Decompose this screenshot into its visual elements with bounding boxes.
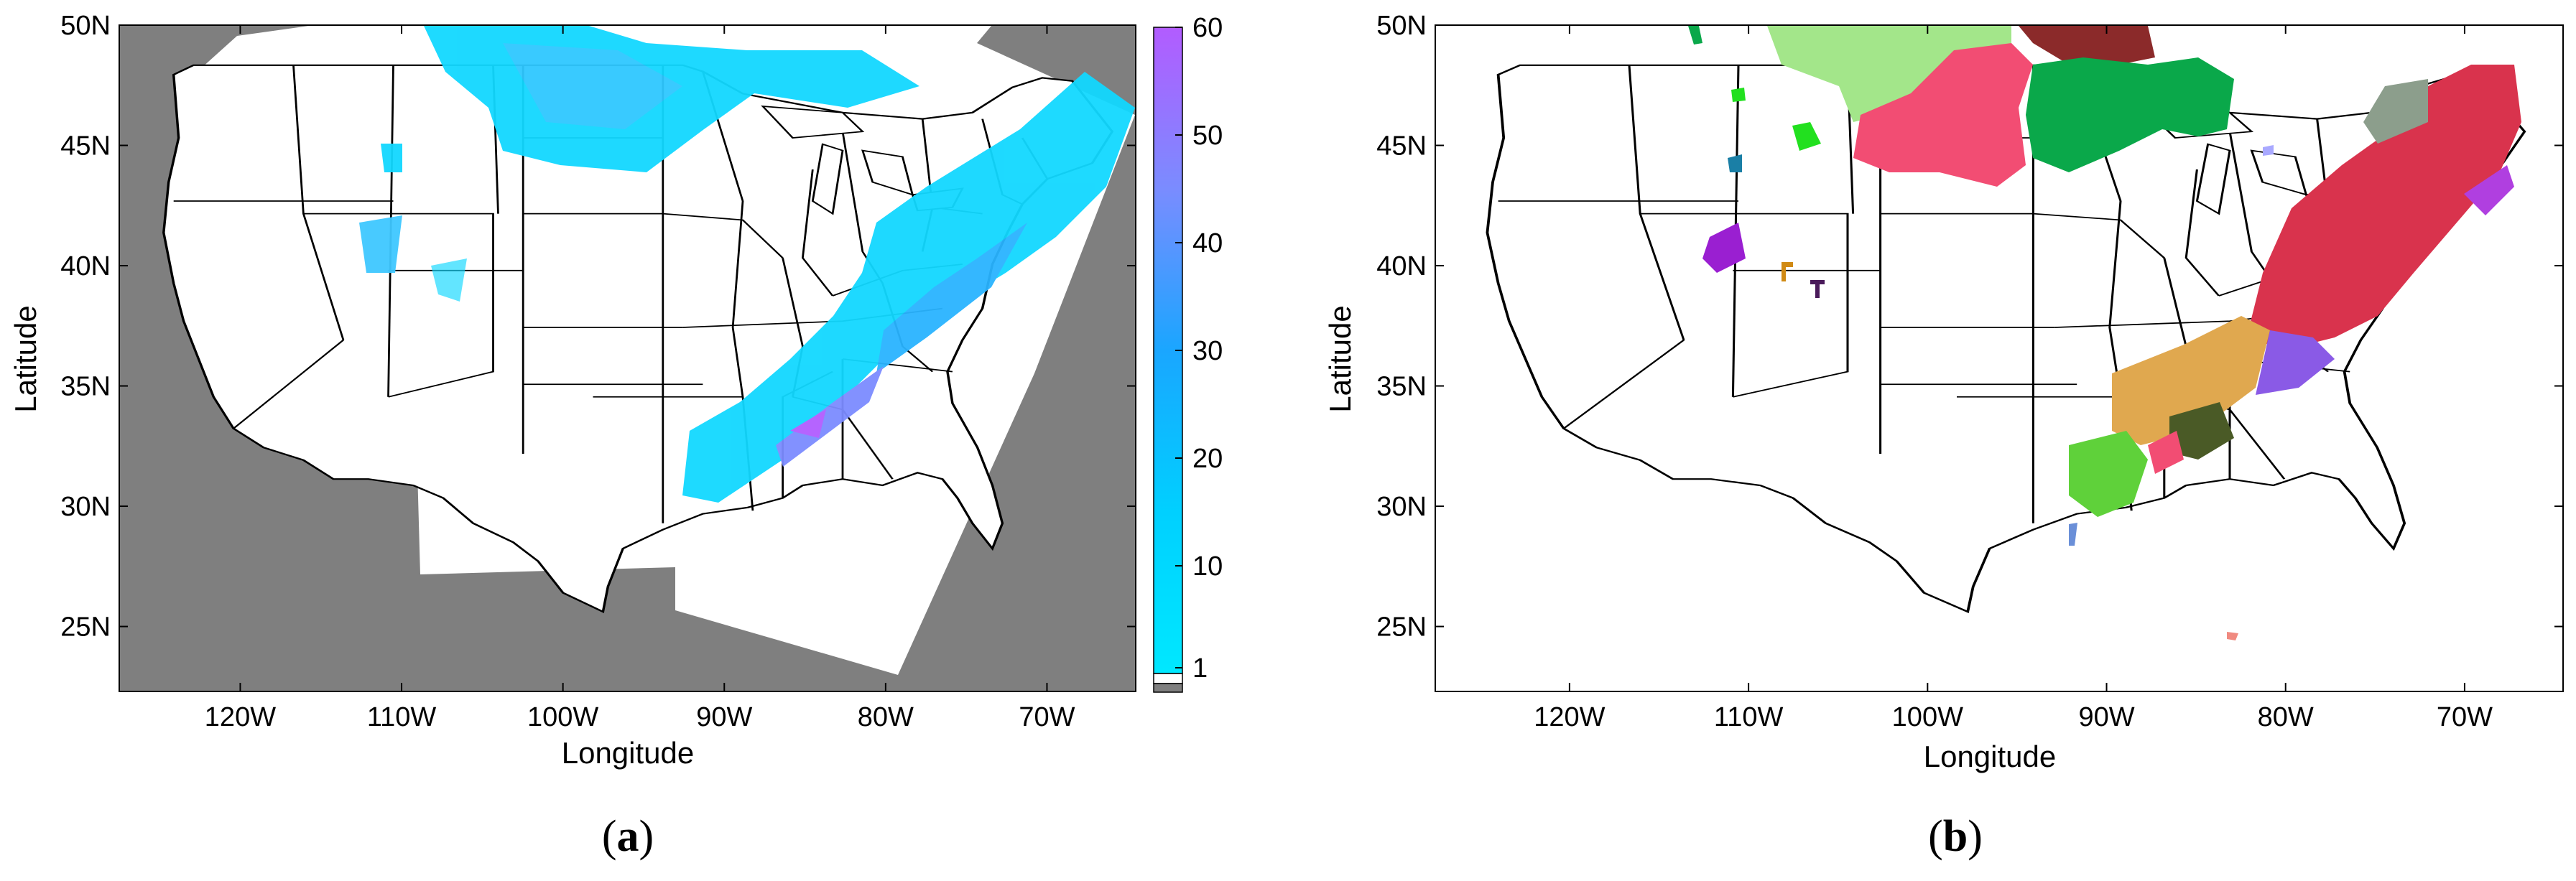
colorbar-tick-label: 20 bbox=[1192, 444, 1223, 474]
dark-red-cluster bbox=[2019, 26, 2155, 65]
violet-cluster-ne bbox=[2464, 165, 2514, 215]
y-tick-label-a: 30N bbox=[60, 492, 111, 522]
teal-cluster bbox=[1728, 154, 1742, 172]
x-tick-label-a: 120W bbox=[205, 702, 276, 732]
orange-small bbox=[1782, 262, 1793, 281]
y-tick-label-b: 30N bbox=[1376, 492, 1427, 522]
x-ticks-a: 120W 110W 100W 90W 80W 70W bbox=[205, 25, 1075, 732]
x-tick-label-a: 90W bbox=[696, 702, 752, 732]
blue-small bbox=[2069, 523, 2077, 546]
green-small-nw bbox=[1688, 26, 1702, 45]
caption-a: (a) bbox=[602, 812, 654, 861]
y-ticks-b: 50N 45N 40N 35N 30N 25N bbox=[1376, 11, 2563, 643]
light-green-cluster bbox=[1767, 26, 2011, 122]
x-tick-label-a: 100W bbox=[527, 702, 598, 732]
y-tick-label-a: 25N bbox=[60, 612, 111, 643]
olive-cluster bbox=[2169, 402, 2234, 460]
y-ticks-a: 50N 45N 40N 35N 30N 25N bbox=[60, 11, 1136, 643]
purple-cluster bbox=[1702, 223, 1746, 273]
x-tick-label-b: 100W bbox=[1892, 702, 1963, 732]
x-ticks-b: 120W 110W 100W 90W 80W 70W bbox=[1534, 25, 2493, 732]
panel-b: 120W 110W 100W 90W 80W 70W 50N 45N 40N 35N 30N 25N… bbox=[1323, 11, 2564, 861]
colorbar-white-band bbox=[1153, 673, 1183, 684]
colorbar-tick-label: 40 bbox=[1192, 228, 1223, 258]
y-tick-label-b: 45N bbox=[1376, 131, 1427, 162]
purple-small bbox=[1810, 280, 1825, 298]
x-tick-label-b: 90W bbox=[2078, 702, 2134, 732]
pink-cluster-se bbox=[2148, 431, 2184, 474]
y-axis-label-a: Latitude bbox=[9, 305, 42, 412]
plot-frame-b bbox=[1435, 24, 2564, 692]
green-cluster bbox=[2026, 57, 2234, 172]
x-tick-label-a: 80W bbox=[858, 702, 914, 732]
pink-cluster bbox=[1853, 43, 2033, 187]
y-tick-label-a: 45N bbox=[60, 131, 111, 162]
panel-a: 120W 110W 100W 90W 80W 70W 50N 45N 40N 35N 30N 25N… bbox=[9, 11, 1223, 861]
y-tick-label-a: 50N bbox=[60, 11, 111, 41]
crimson-cluster bbox=[2248, 65, 2521, 352]
x-tick-label-b: 80W bbox=[2258, 702, 2314, 732]
lavender-small bbox=[2263, 145, 2274, 156]
bright-green-cluster-2 bbox=[1731, 88, 1746, 102]
colorbar-tick-label: 60 bbox=[1192, 13, 1223, 43]
caption-b: (b) bbox=[1928, 812, 1983, 861]
y-tick-label-b: 35N bbox=[1376, 372, 1427, 402]
x-tick-label-b: 120W bbox=[1534, 702, 1605, 732]
colorbar-tick-label: 30 bbox=[1192, 336, 1223, 366]
x-tick-label-b: 110W bbox=[1714, 702, 1784, 732]
y-axis-label-b: Latitude bbox=[1323, 305, 1357, 412]
bright-green-cluster bbox=[1792, 122, 1821, 151]
x-tick-label-b: 70W bbox=[2437, 702, 2493, 732]
y-tick-label-a: 40N bbox=[60, 251, 111, 281]
lime-cluster bbox=[2069, 431, 2148, 517]
x-axis-label-b: Longitude bbox=[1924, 740, 2057, 773]
colorbar-ticks: 60 50 40 30 20 10 1 bbox=[1175, 13, 1223, 684]
y-tick-label-b: 40N bbox=[1376, 251, 1427, 281]
plot-frame-a bbox=[119, 24, 1136, 692]
y-tick-label-b: 25N bbox=[1376, 612, 1427, 643]
x-axis-label-a: Longitude bbox=[562, 736, 695, 770]
colorbar-tick-label: 50 bbox=[1192, 121, 1223, 151]
x-tick-label-a: 110W bbox=[367, 702, 437, 732]
y-tick-label-a: 35N bbox=[60, 372, 111, 402]
colorbar-tick-label: 10 bbox=[1192, 551, 1223, 582]
y-tick-label-b: 50N bbox=[1376, 11, 1427, 41]
colorbar: 60 50 40 30 20 10 1 bbox=[1153, 13, 1223, 693]
colorbar-nodata-band bbox=[1153, 683, 1183, 693]
salmon-small bbox=[2227, 632, 2238, 640]
colorbar-tick-label: 1 bbox=[1192, 653, 1208, 684]
violet-cluster bbox=[2256, 330, 2335, 395]
orange-cluster bbox=[2112, 316, 2270, 445]
gray-green-cluster bbox=[2363, 79, 2428, 144]
precipitation-field bbox=[359, 26, 1135, 503]
x-tick-label-a: 70W bbox=[1019, 702, 1075, 732]
cluster-field bbox=[1688, 26, 2521, 640]
